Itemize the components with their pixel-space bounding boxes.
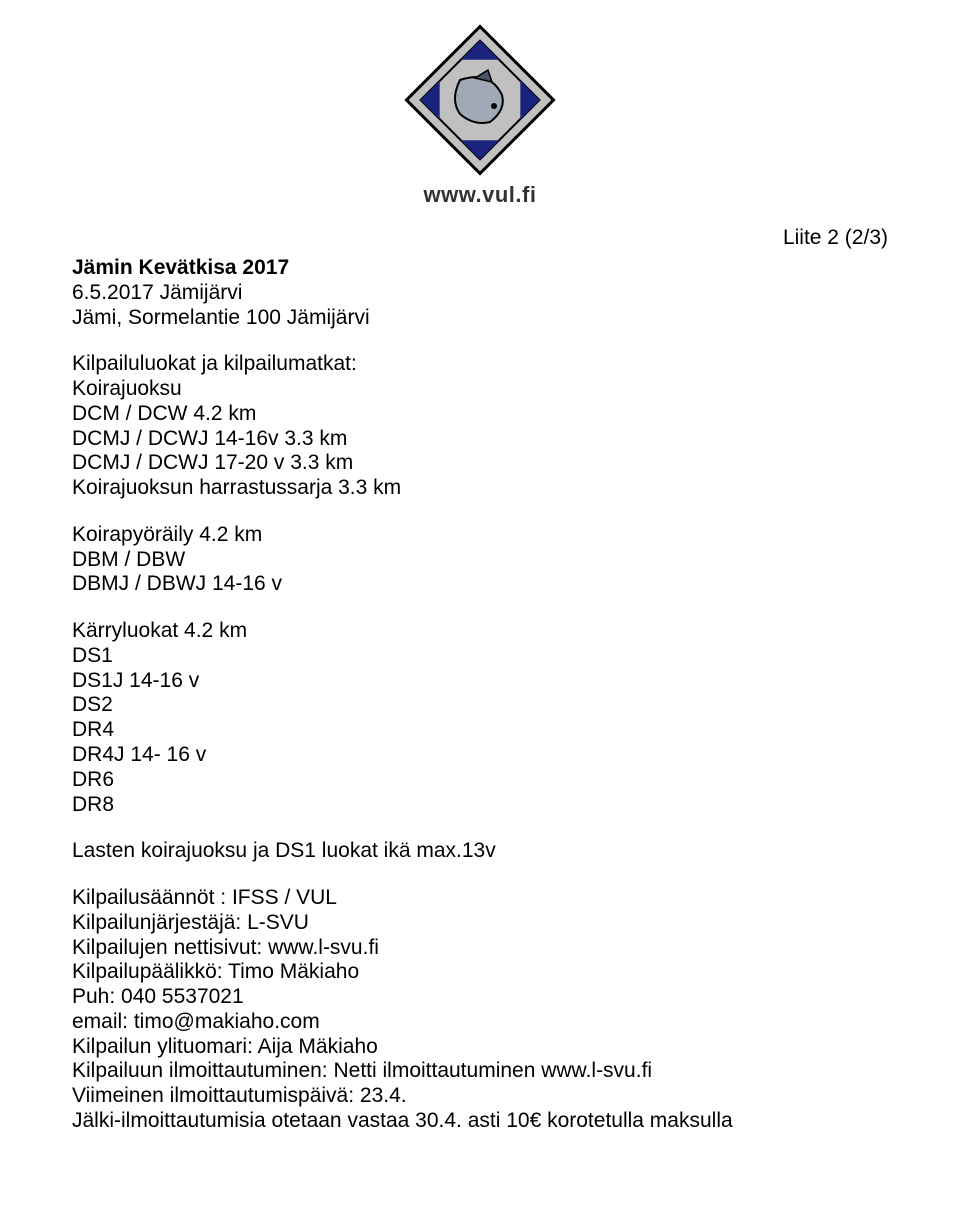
document-body: Jämin Kevätkisa 2017 6.5.2017 Jämijärvi … [72, 256, 888, 1134]
karryluokat-line: DR4J 14- 16 v [72, 743, 888, 768]
koirapyoraily-line: DBM / DBW [72, 548, 888, 573]
koirajuoksu-line: DCM / DCW 4.2 km [72, 402, 888, 427]
title-block: Jämin Kevätkisa 2017 6.5.2017 Jämijärvi … [72, 256, 888, 330]
info-line: Kilpailunjärjestäjä: L-SVU [72, 911, 888, 936]
karryluokat-block: Kärryluokat 4.2 km DS1 DS1J 14-16 v DS2 … [72, 619, 888, 817]
koirajuoksu-line: DCMJ / DCWJ 14-16v 3.3 km [72, 427, 888, 452]
classes-block: Kilpailuluokat ja kilpailumatkat: Koiraj… [72, 352, 888, 501]
info-line: Puh: 040 5537021 [72, 985, 888, 1010]
header-logo: www.vul.fi [72, 20, 888, 208]
info-line: Kilpailusäännöt : IFSS / VUL [72, 886, 888, 911]
koirapyoraily-line: DBMJ / DBWJ 14-16 v [72, 572, 888, 597]
karryluokat-line: DR8 [72, 793, 888, 818]
koirajuoksu-line: DCMJ / DCWJ 17-20 v 3.3 km [72, 451, 888, 476]
info-line: Kilpailuun ilmoittautuminen: Netti ilmoi… [72, 1059, 888, 1084]
info-line: Kilpailun ylituomari: Aija Mäkiaho [72, 1035, 888, 1060]
karryluokat-label: Kärryluokat 4.2 km [72, 619, 888, 644]
koirajuoksu-label: Koirajuoksu [72, 377, 888, 402]
event-title: Jämin Kevätkisa 2017 [72, 256, 888, 281]
info-line: Kilpailujen nettisivut: www.l-svu.fi [72, 936, 888, 961]
info-line: Viimeinen ilmoittautumispäivä: 23.4. [72, 1084, 888, 1109]
koirapyoraily-block: Koirapyöräily 4.2 km DBM / DBW DBMJ / DB… [72, 523, 888, 597]
event-date: 6.5.2017 Jämijärvi [72, 281, 888, 306]
info-block: Kilpailusäännöt : IFSS / VUL Kilpailunjä… [72, 886, 888, 1134]
lasten-line: Lasten koirajuoksu ja DS1 luokat ikä max… [72, 839, 888, 864]
info-line: email: timo@makiaho.com [72, 1010, 888, 1035]
info-line: Kilpailupäälikkö: Timo Mäkiaho [72, 960, 888, 985]
info-line: Jälki-ilmoittautumisia otetaan vastaa 30… [72, 1109, 888, 1134]
karryluokat-line: DS1 [72, 644, 888, 669]
attachment-label: Liite 2 (2/3) [72, 226, 888, 250]
karryluokat-line: DS1J 14-16 v [72, 669, 888, 694]
logo-url-text: www.vul.fi [424, 182, 537, 208]
karryluokat-line: DR4 [72, 718, 888, 743]
document-page: www.vul.fi Liite 2 (2/3) Jämin Kevätkisa… [0, 0, 960, 1213]
lasten-block: Lasten koirajuoksu ja DS1 luokat ikä max… [72, 839, 888, 864]
koirapyoraily-label: Koirapyöräily 4.2 km [72, 523, 888, 548]
karryluokat-line: DR6 [72, 768, 888, 793]
karryluokat-line: DS2 [72, 693, 888, 718]
event-location: Jämi, Sormelantie 100 Jämijärvi [72, 306, 888, 331]
koirajuoksu-line: Koirajuoksun harrastussarja 3.3 km [72, 476, 888, 501]
classes-heading: Kilpailuluokat ja kilpailumatkat: [72, 352, 888, 377]
vul-logo-icon [400, 20, 560, 180]
